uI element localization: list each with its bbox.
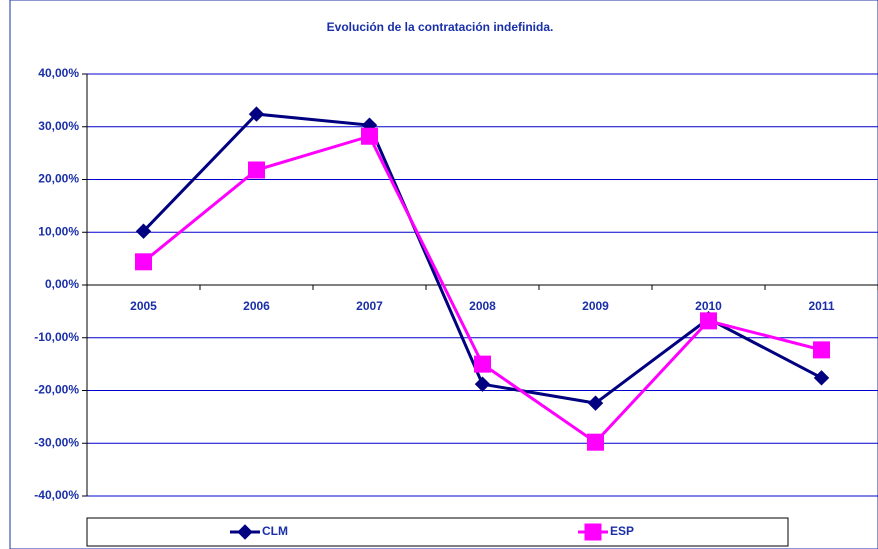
x-tick-label: 2006	[243, 299, 270, 313]
y-tick-label: -10,00%	[34, 330, 79, 344]
legend-label: CLM	[262, 524, 288, 538]
x-tick-label: 2010	[695, 299, 722, 313]
legend	[86, 517, 789, 547]
data-point	[587, 433, 604, 451]
data-point	[587, 395, 604, 411]
data-point	[361, 127, 378, 145]
chart-title: Evolución de la contratación indefinida.	[327, 20, 554, 34]
data-point	[474, 355, 491, 373]
y-tick-label: 20,00%	[38, 172, 79, 186]
y-tick-label: -20,00%	[34, 383, 79, 397]
x-tick-label: 2011	[808, 299, 834, 313]
chart-frame	[9, 0, 878, 549]
y-tick-label: 0,00%	[45, 277, 79, 291]
x-tick-label: 2005	[130, 299, 157, 313]
data-point	[700, 312, 717, 330]
x-tick-label: 2008	[469, 299, 496, 313]
legend-marker	[237, 524, 253, 540]
legend-marker	[584, 523, 602, 541]
y-tick-label: 10,00%	[38, 224, 79, 238]
data-point	[135, 253, 152, 271]
data-point	[248, 106, 265, 122]
x-tick-label: 2009	[582, 299, 609, 313]
y-tick-label: -40,00%	[34, 488, 79, 502]
data-point	[474, 376, 491, 392]
y-tick-label: 40,00%	[38, 66, 79, 80]
y-tick-label: 30,00%	[38, 119, 79, 133]
data-point	[135, 223, 152, 239]
x-tick-label: 2007	[356, 299, 383, 313]
data-point	[248, 161, 265, 179]
legend-label: ESP	[610, 524, 634, 538]
y-tick-label: -30,00%	[34, 435, 79, 449]
data-point	[813, 341, 830, 359]
data-point	[813, 370, 830, 386]
